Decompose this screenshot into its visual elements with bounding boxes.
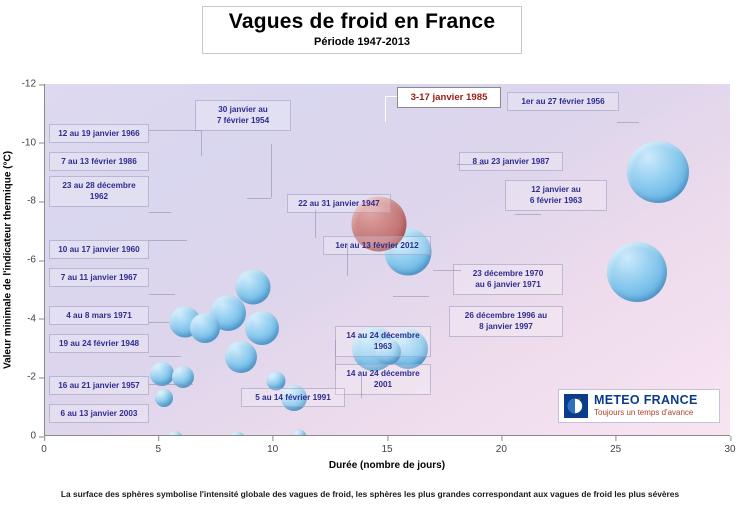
leader-line (149, 384, 193, 385)
x-axis-tick: 20 (496, 436, 507, 455)
bubble-1963j[interactable] (607, 242, 667, 302)
y-axis-tick: -10 (22, 137, 45, 148)
callout-1947[interactable]: 22 au 31 janvier 1947 (287, 194, 391, 214)
callout-1967[interactable]: 7 au 11 janvier 1967 (49, 268, 149, 288)
bubble-2003[interactable] (167, 431, 183, 435)
leader-line (201, 130, 202, 156)
y-axis-tick: 0 (30, 431, 44, 442)
leader-line (515, 214, 541, 215)
callout-1956[interactable]: 1er au 27 février 1956 (507, 92, 619, 112)
callout-1971-mars[interactable]: 4 au 8 mars 1971 (49, 306, 149, 326)
bubble-1971-mars[interactable] (150, 362, 174, 386)
leader-line (271, 144, 272, 198)
bubble-1954[interactable] (235, 269, 271, 305)
bubble-2001[interactable] (291, 429, 307, 435)
footer-note: La surface des sphères symbolise l'inten… (60, 489, 680, 499)
x-axis-tick: 10 (267, 436, 278, 455)
leader-line (149, 240, 187, 241)
bubble-1948[interactable] (172, 366, 194, 388)
leader-line (335, 340, 336, 370)
y-axis-title: Valeur minimale de l'indicateur thermiqu… (2, 150, 14, 370)
leader-line (149, 212, 171, 213)
y-axis-tick: -6 (27, 255, 44, 266)
callout-2012[interactable]: 1er au 13 février 2012 (323, 236, 431, 256)
bubble-1963d[interactable] (266, 371, 286, 391)
y-axis-tick: -2 (27, 372, 44, 383)
bubble-1956[interactable] (627, 141, 689, 203)
title-block: Vagues de froid en France Période 1947-2… (202, 6, 522, 55)
meteo-france-logo: METEO FRANCE Toujours un temps d'avance (558, 389, 720, 423)
bubble-1985[interactable] (351, 196, 407, 252)
leader-line-highlight (385, 96, 386, 122)
leader-line (617, 122, 639, 123)
callout-1966[interactable]: 12 au 19 janvier 1966 (49, 124, 149, 144)
x-axis-tick: 30 (724, 436, 736, 455)
leader-line (347, 244, 348, 276)
leader-line (393, 296, 429, 297)
callout-1960[interactable]: 10 au 17 janvier 1960 (49, 240, 149, 260)
callout-2001[interactable]: 14 au 24 décembre 2001 (335, 364, 431, 395)
leader-line (149, 356, 181, 357)
x-axis-tick: 0 (41, 436, 47, 455)
callout-1970[interactable]: 23 décembre 1970 au 6 janvier 1971 (453, 264, 563, 295)
x-axis-tick: 15 (381, 436, 393, 455)
callout-1948[interactable]: 19 au 24 février 1948 (49, 334, 149, 354)
callout-1962[interactable]: 23 au 28 décembre 1962 (49, 176, 149, 207)
bubble-1967[interactable] (190, 313, 220, 343)
meteo-france-logo-icon (564, 394, 588, 418)
leader-line (361, 372, 362, 398)
bubble-1991[interactable] (228, 431, 246, 435)
x-axis-title: Durée (nombre de jours) (328, 460, 446, 471)
page-title: Vagues de froid en France (228, 10, 496, 33)
leader-line (149, 294, 175, 295)
leader-line (149, 130, 201, 131)
callout-1986[interactable]: 7 au 13 février 1986 (49, 152, 149, 172)
bubble-1996[interactable] (375, 339, 401, 365)
y-axis-tick: -12 (22, 79, 45, 90)
callout-1963-decembre[interactable]: 14 au 24 décembre 1963 (335, 326, 431, 357)
x-axis-tick: 25 (610, 436, 621, 455)
bubble-1957[interactable] (155, 389, 173, 407)
callout-1987[interactable]: 8 au 23 janvier 1987 (459, 152, 563, 172)
chart-container: Valeur minimale de l'indicateur thermiqu… (3, 79, 736, 472)
leader-line (247, 198, 271, 199)
leader-line (315, 210, 316, 238)
x-axis-tick: 5 (156, 436, 161, 455)
leader-line (457, 164, 485, 165)
bubble-1986[interactable] (225, 341, 257, 373)
callout-1963-janvier[interactable]: 12 janvier au 6 février 1963 (505, 180, 607, 211)
callout-1996[interactable]: 26 décembre 1996 au 8 janvier 1997 (449, 306, 563, 337)
leader-line (149, 322, 169, 323)
logo-title: METEO FRANCE (594, 393, 698, 408)
plot-area: 12 au 19 janvier 1966 7 au 13 février 19… (44, 84, 730, 436)
callout-1957[interactable]: 16 au 21 janvier 1957 (49, 376, 149, 396)
bubble-1962[interactable] (245, 311, 279, 345)
callout-1954[interactable]: 30 janvier au 7 février 1954 (195, 100, 291, 131)
leader-line (433, 270, 461, 271)
page-subtitle: Période 1947-2013 (313, 36, 410, 49)
logo-tagline: Toujours un temps d'avance (594, 408, 694, 418)
y-axis-tick: -8 (27, 196, 44, 207)
callout-1991[interactable]: 5 au 14 février 1991 (241, 388, 345, 408)
callout-1985-highlight[interactable]: 3-17 janvier 1985 (397, 87, 501, 109)
y-axis-tick: -4 (27, 313, 44, 324)
callout-2003[interactable]: 6 au 13 janvier 2003 (49, 404, 149, 424)
